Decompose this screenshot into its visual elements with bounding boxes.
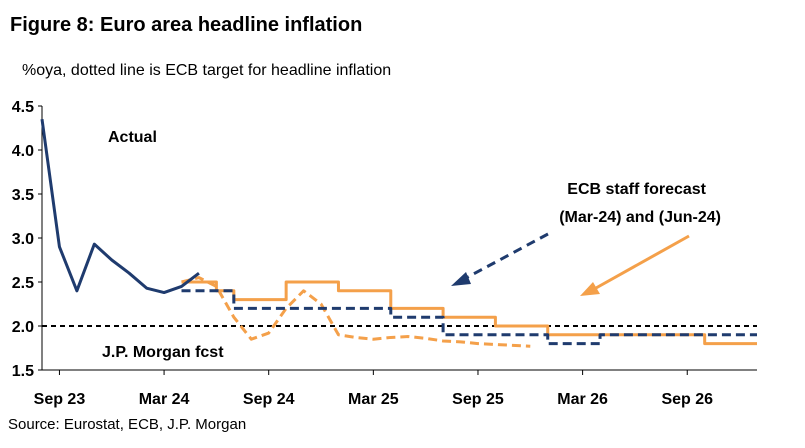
x-tick-label: Sep 24	[243, 391, 295, 408]
x-tick-label: Sep 23	[34, 391, 86, 408]
jpm-forecast-label: J.P. Morgan fcst	[102, 344, 224, 361]
x-tick-label: Sep 25	[452, 391, 504, 408]
x-tick-label: Mar 26	[557, 391, 608, 408]
ecb-forecast-dates-label: (Mar-24) and (Jun-24)	[559, 209, 721, 226]
y-tick-label: 3.0	[12, 231, 34, 248]
series-line-ecb-jun	[181, 289, 757, 346]
chart-title: Figure 8: Euro area headline inflation	[10, 14, 363, 36]
x-tick-label: Mar 25	[348, 391, 399, 408]
series-line-actual	[40, 118, 200, 295]
y-tick-label: 2.0	[12, 319, 34, 336]
source-note: Source: Eurostat, ECB, J.P. Morgan	[8, 416, 247, 433]
jpm-arrow-head	[580, 282, 600, 296]
series-line-ecb-mar	[181, 276, 531, 348]
ecb-arrow-shaft	[465, 232, 549, 280]
ecb-forecast-label: ECB staff forecast	[567, 181, 706, 198]
y-tick-label: 3.5	[12, 187, 34, 204]
actual-label: Actual	[108, 129, 157, 146]
x-tick-label: Sep 26	[661, 391, 713, 408]
ecb-arrow-head	[451, 272, 471, 286]
chart-subtitle: %oya, dotted line is ECB target for head…	[22, 62, 392, 79]
jpm-arrow-shaft	[595, 234, 690, 290]
y-tick-label: 4.5	[12, 99, 34, 116]
y-tick-labels: 1.5 2.0 2.5 3.0 3.5 4.0 4.5	[12, 99, 42, 380]
y-tick-label: 2.5	[12, 275, 34, 292]
x-tick-label: Mar 24	[139, 391, 190, 408]
y-tick-label: 4.0	[12, 143, 34, 160]
y-tick-label: 1.5	[12, 363, 34, 380]
x-tick-labels: Sep 23 Mar 24 Sep 24 Mar 25 Sep 25 Mar 26 Sep …	[34, 370, 713, 408]
series-group	[40, 118, 757, 348]
annotations: Actual ECB staff forecast (Mar-24) and (…	[102, 129, 721, 361]
